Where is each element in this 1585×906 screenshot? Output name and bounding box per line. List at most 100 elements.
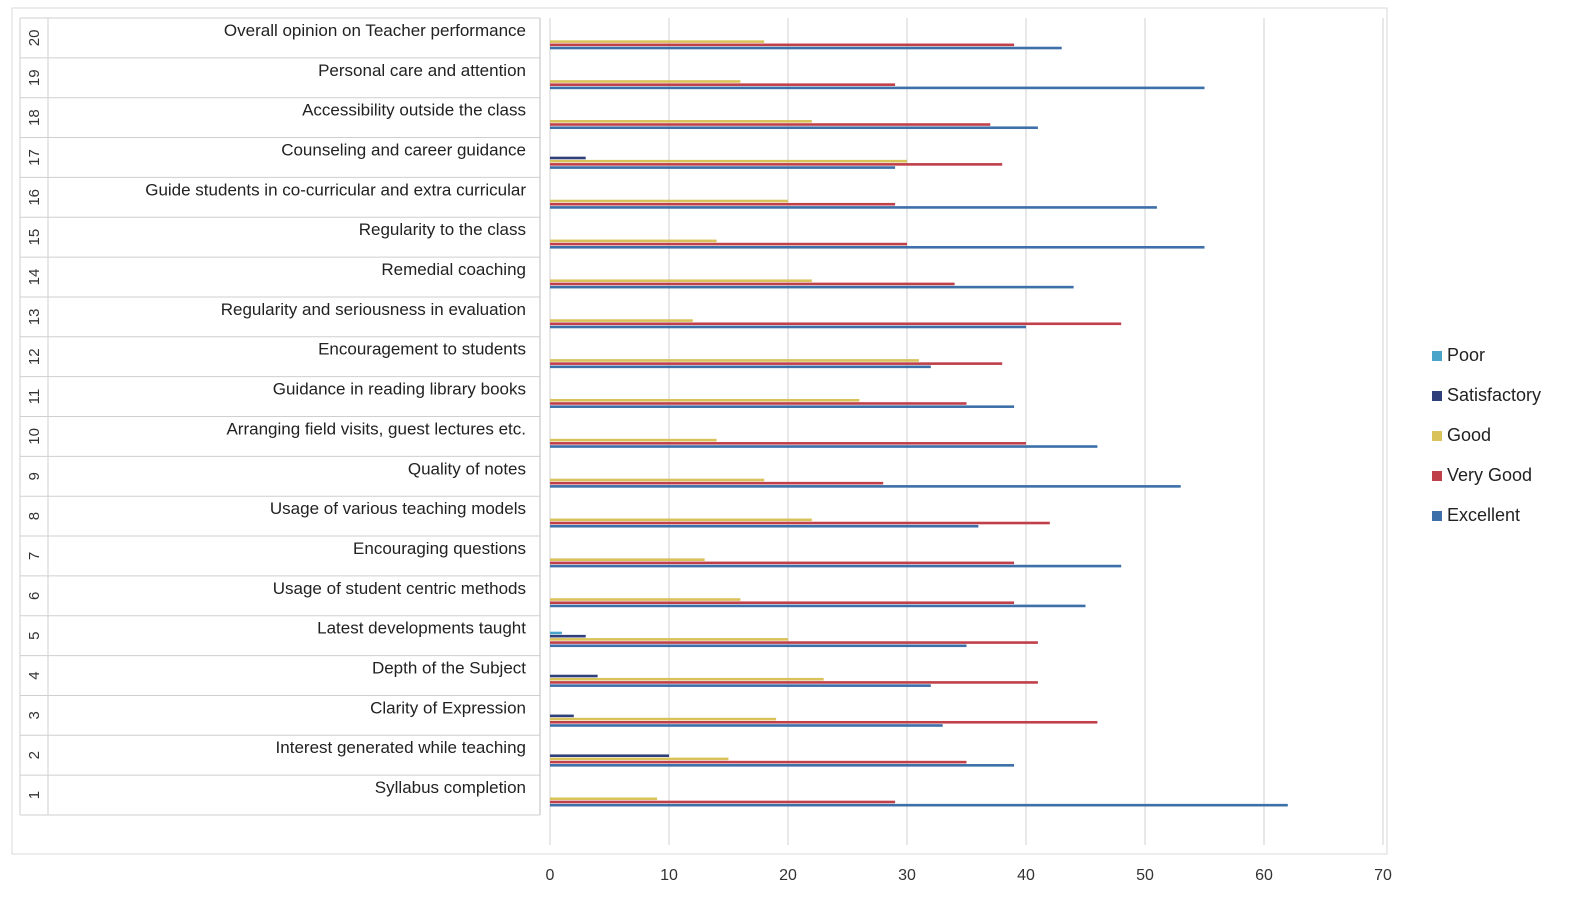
x-tick-label: 0 [546,867,555,884]
category-label: Syllabus completion [375,778,526,797]
bar-very-good [550,83,896,86]
category-label: Encouraging questions [353,539,526,558]
bar-excellent [550,724,943,727]
bar-good [550,398,860,402]
bar-good [550,518,812,522]
bar-satisfactory [550,634,586,638]
category-label: Overall opinion on Teacher performance [224,21,526,40]
bar-good [550,558,705,561]
bar-good [550,319,693,322]
bar-excellent [550,166,896,169]
bar-excellent [550,285,1074,289]
category-number: 12 [26,348,43,365]
bar-good [550,757,729,761]
category-number: 14 [26,269,43,286]
x-tick-label: 50 [1136,867,1154,884]
bar-satisfactory [550,714,574,718]
legend-swatch-excellent [1432,511,1442,521]
bar-very-good [550,720,1098,724]
bar-satisfactory [550,156,586,160]
bar-good [550,120,812,123]
bar-very-good [550,760,967,764]
bar-good [550,638,788,641]
bar-good [550,438,717,442]
category-number: 3 [26,711,43,719]
bar-excellent [550,604,1086,608]
bar-excellent [550,644,967,648]
bar-very-good [550,442,1026,445]
legend-label: Satisfactory [1447,385,1541,405]
category-label: Clarity of Expression [370,698,526,717]
bar-excellent [550,445,1098,448]
category-number: 15 [26,229,43,246]
bar-very-good [550,242,907,246]
category-number: 7 [26,552,43,560]
legend-swatch-satisfactory [1432,391,1442,401]
bar-excellent [550,245,1205,249]
x-tick-label: 20 [779,867,797,884]
bar-excellent [550,86,1205,90]
bar-good [550,677,824,681]
bar-excellent [550,564,1122,568]
bar-very-good [550,322,1122,326]
bar-excellent [550,803,1288,807]
bar-very-good [550,601,1015,605]
legend-label: Poor [1447,345,1485,365]
category-number: 10 [26,428,43,445]
bar-very-good [550,43,1015,47]
bar-excellent [550,684,931,687]
bar-very-good [550,561,1015,565]
bar-excellent [550,405,1015,408]
bar-very-good [550,282,955,286]
x-tick-label: 70 [1374,867,1392,884]
category-number: 8 [26,512,43,520]
bar-very-good [550,521,1050,525]
bar-satisfactory [550,674,598,678]
category-number: 5 [26,632,43,640]
legend-swatch-poor [1432,351,1442,361]
bar-excellent [550,524,979,528]
bar-excellent [550,485,1181,488]
bar-excellent [550,764,1015,767]
x-tick-label: 60 [1255,867,1273,884]
category-label: Interest generated while teaching [276,738,526,757]
legend-swatch-very-good [1432,471,1442,481]
bar-excellent [550,206,1157,209]
x-tick-label: 30 [898,867,916,884]
category-label: Usage of various teaching models [270,499,526,518]
category-label: Accessibility outside the class [302,101,526,120]
chart-frame [11,7,1388,855]
category-label: Guidance in reading library books [273,380,526,399]
category-label: Regularity to the class [359,220,526,239]
bar-very-good [550,123,991,126]
bar-good [550,199,788,203]
category-number: 2 [26,751,43,759]
bar-good [550,279,812,283]
bar-satisfactory [550,754,669,758]
bar-good [550,478,765,482]
bar-good [550,598,741,601]
bar-very-good [550,481,884,485]
category-number: 9 [26,472,43,480]
category-label: Remedial coaching [381,260,526,279]
bar-very-good [550,362,1003,365]
bar-good [550,159,907,163]
x-tick-label: 40 [1017,867,1035,884]
category-number: 18 [26,109,43,126]
bar-good [550,717,777,721]
legend-label: Very Good [1447,465,1532,485]
category-number: 4 [26,671,43,679]
category-label: Usage of student centric methods [273,579,526,598]
bar-poor [550,631,562,635]
category-number: 11 [26,389,43,405]
bar-very-good [550,641,1038,644]
bar-good [550,239,717,243]
category-number: 6 [26,592,43,600]
bar-good [550,40,765,43]
category-label: Latest developments taught [317,619,526,638]
bar-good [550,797,658,801]
bar-excellent [550,365,931,369]
bar-excellent [550,325,1026,329]
bar-very-good [550,681,1038,684]
